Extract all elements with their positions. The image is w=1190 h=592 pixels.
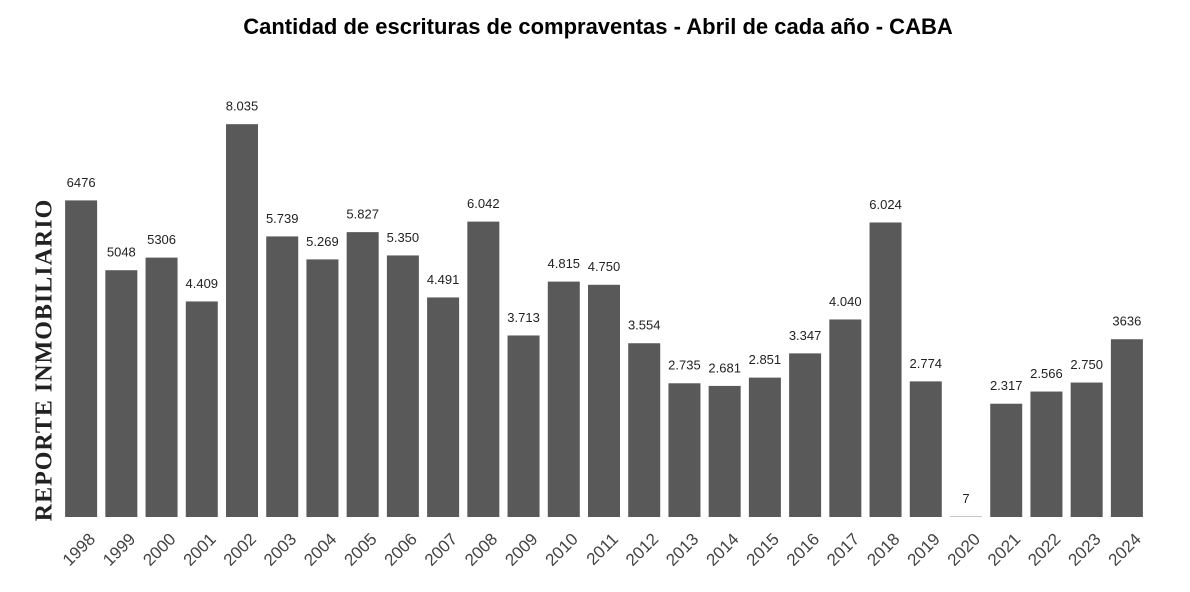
bar <box>628 343 661 517</box>
x-tick-label: 2016 <box>783 530 823 570</box>
bar <box>145 257 178 517</box>
bar <box>789 353 822 517</box>
value-label: 2.750 <box>1070 357 1103 372</box>
bar <box>306 259 339 517</box>
value-label: 2.851 <box>749 352 782 367</box>
bar <box>869 222 902 517</box>
bar <box>708 385 741 517</box>
x-tick-label: 2003 <box>260 530 300 570</box>
bar <box>1070 382 1103 517</box>
x-tick-label: 2001 <box>180 530 220 570</box>
watermark: REPORTE INMOBILIARIO <box>32 199 58 522</box>
value-label: 2.317 <box>990 378 1023 393</box>
value-label: 3.347 <box>789 328 822 343</box>
x-tick-label: 2006 <box>381 530 421 570</box>
bar <box>105 270 138 517</box>
value-label: 4.040 <box>829 294 862 309</box>
bar <box>507 335 540 517</box>
bar <box>1030 391 1063 517</box>
x-tick-label: 2020 <box>944 530 984 570</box>
x-tick-label: 2005 <box>340 530 380 570</box>
bar <box>829 319 862 517</box>
value-label: 6.024 <box>869 197 902 212</box>
bar <box>668 383 701 517</box>
value-label: 5.827 <box>346 207 379 222</box>
chart-title: Cantidad de escrituras de compraventas -… <box>243 14 953 39</box>
value-label: 5306 <box>147 232 176 247</box>
value-label: 4.409 <box>186 276 219 291</box>
bar <box>547 281 580 517</box>
bar <box>467 221 500 517</box>
value-label: 5.269 <box>306 234 339 249</box>
value-label: 3636 <box>1112 314 1141 329</box>
bar <box>386 255 419 517</box>
x-tick-label: 2007 <box>421 530 461 570</box>
value-label: 5.350 <box>387 230 420 245</box>
bar <box>1110 339 1143 517</box>
bar <box>748 377 781 517</box>
value-label: 2.774 <box>910 356 943 371</box>
x-tick-label: 2022 <box>1024 530 1064 570</box>
value-label: 7 <box>962 491 969 506</box>
value-label: 2.681 <box>708 360 741 375</box>
bar <box>346 232 379 517</box>
x-tick-label: 2021 <box>984 530 1024 570</box>
x-tick-label: 2000 <box>139 530 179 570</box>
value-label: 3.554 <box>628 318 661 333</box>
x-tick-label: 2023 <box>1064 530 1104 570</box>
x-tick-label: 2019 <box>904 530 944 570</box>
value-label: 4.750 <box>588 259 621 274</box>
value-label: 5048 <box>107 245 136 260</box>
value-label: 5.739 <box>266 211 299 226</box>
x-tick-label: 2010 <box>542 530 582 570</box>
x-tick-label: 2008 <box>461 530 501 570</box>
x-tick-label: 2017 <box>823 530 863 570</box>
bar <box>990 403 1023 517</box>
bar <box>226 124 258 517</box>
value-label: 2.735 <box>668 358 701 373</box>
value-label: 2.566 <box>1030 366 1063 381</box>
x-tick-label: 2002 <box>220 530 260 570</box>
bar <box>185 301 218 517</box>
value-label: 8.035 <box>226 99 259 114</box>
value-label: 6.042 <box>467 196 500 211</box>
x-tick-label: 1999 <box>99 530 139 570</box>
x-tick-label: 2018 <box>863 530 903 570</box>
value-label: 4.491 <box>427 272 460 287</box>
x-tick-label: 2011 <box>583 530 622 569</box>
x-tick-label: 2013 <box>662 530 702 570</box>
bar <box>266 236 299 517</box>
value-label: 3.713 <box>507 310 540 325</box>
x-tick-label: 1998 <box>59 530 99 570</box>
bar <box>427 297 460 517</box>
value-label: 6476 <box>67 175 96 190</box>
x-tick-label: 2009 <box>501 530 541 570</box>
bar <box>588 284 620 517</box>
x-tick-label: 2004 <box>300 530 340 570</box>
x-tick-label: 2012 <box>622 530 662 570</box>
bar <box>909 381 942 517</box>
x-tick-label: 2024 <box>1105 530 1145 570</box>
bar <box>65 200 98 517</box>
value-label: 4.815 <box>548 256 581 271</box>
x-tick-label: 2014 <box>702 530 742 570</box>
x-tick-label: 2015 <box>743 530 783 570</box>
